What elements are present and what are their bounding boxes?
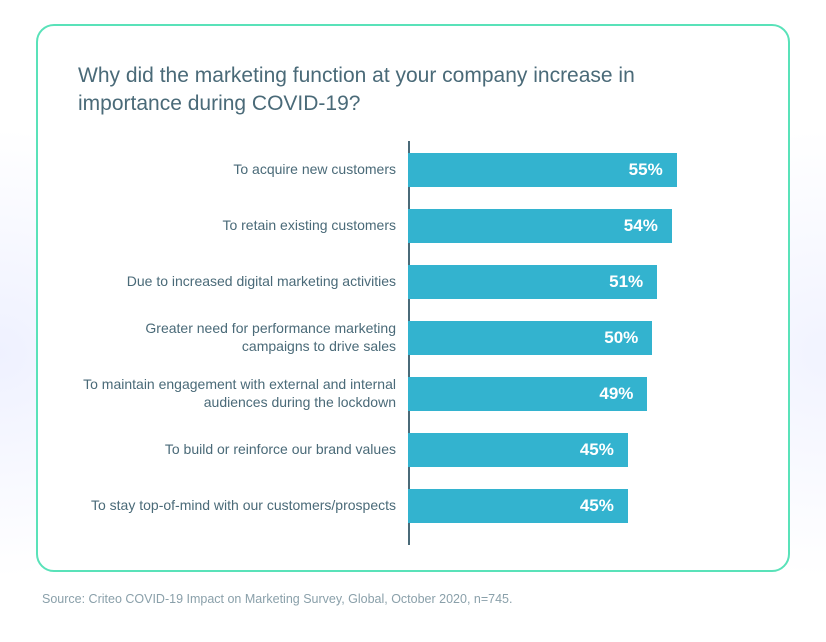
bar-row: To acquire new customers 55%: [76, 145, 750, 195]
bar-label: Greater need for performance marketing c…: [76, 320, 408, 355]
bar-value: 45%: [580, 440, 614, 460]
bar-row: Due to increased digital marketing activ…: [76, 257, 750, 307]
bar: 45%: [408, 489, 628, 523]
bar-row: To stay top-of-mind with our customers/p…: [76, 481, 750, 531]
bar-row: To maintain engagement with external and…: [76, 369, 750, 419]
chart-title: Why did the marketing function at your c…: [78, 62, 638, 119]
bar-label: To build or reinforce our brand values: [76, 441, 408, 459]
chart-panel: Why did the marketing function at your c…: [36, 24, 790, 572]
bar-area: 50%: [408, 313, 750, 363]
bar-label: To stay top-of-mind with our customers/p…: [76, 497, 408, 515]
bar: 49%: [408, 377, 647, 411]
bar-label: To retain existing customers: [76, 217, 408, 235]
bar-value: 50%: [604, 328, 638, 348]
bar: 50%: [408, 321, 652, 355]
bar-area: 45%: [408, 425, 750, 475]
bar-label: Due to increased digital marketing activ…: [76, 273, 408, 291]
bar-area: 54%: [408, 201, 750, 251]
bar-value: 45%: [580, 496, 614, 516]
bar-area: 49%: [408, 369, 750, 419]
bar: 54%: [408, 209, 672, 243]
bar-value: 54%: [624, 216, 658, 236]
bar-value: 51%: [609, 272, 643, 292]
bar-chart: To acquire new customers 55% To retain e…: [76, 145, 750, 545]
bar-row: To retain existing customers 54%: [76, 201, 750, 251]
bar: 45%: [408, 433, 628, 467]
bar-row: Greater need for performance marketing c…: [76, 313, 750, 363]
bar-area: 51%: [408, 257, 750, 307]
source-caption: Source: Criteo COVID-19 Impact on Market…: [36, 592, 790, 606]
bar-area: 45%: [408, 481, 750, 531]
bar-label: To acquire new customers: [76, 161, 408, 179]
bar-value: 49%: [599, 384, 633, 404]
bar: 51%: [408, 265, 657, 299]
bar-area: 55%: [408, 145, 750, 195]
chart-canvas: Why did the marketing function at your c…: [0, 0, 826, 642]
bar: 55%: [408, 153, 677, 187]
bar-row: To build or reinforce our brand values 4…: [76, 425, 750, 475]
bar-value: 55%: [629, 160, 663, 180]
bar-label: To maintain engagement with external and…: [76, 376, 408, 411]
